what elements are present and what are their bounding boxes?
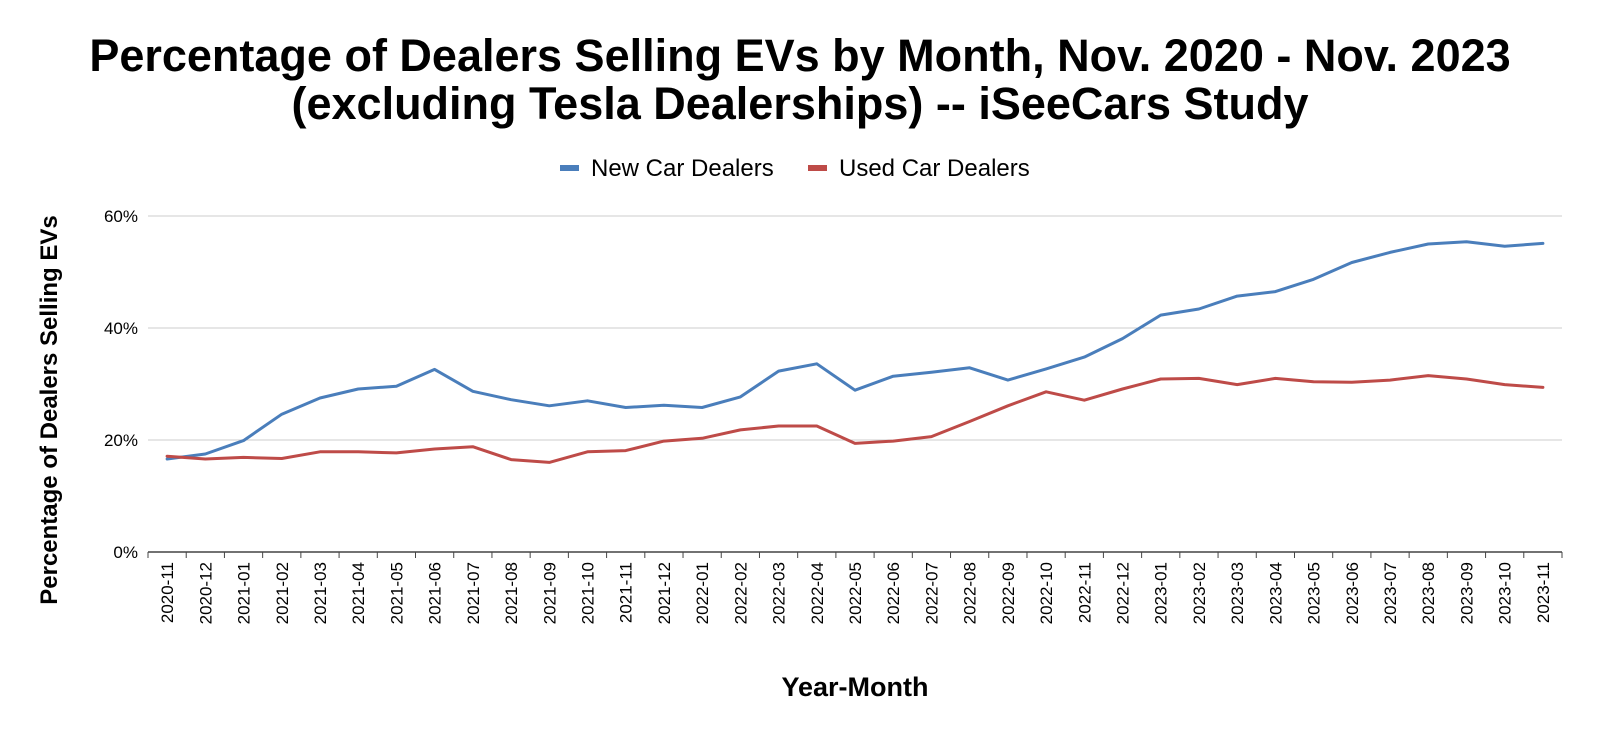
y-tick-label: 20%: [104, 431, 138, 450]
legend-label: New Car Dealers: [591, 155, 774, 182]
series-line-new-car-dealers: [165, 240, 1545, 461]
x-tick-label: 2023-05: [1305, 562, 1324, 624]
series-line-used-car-dealers: [165, 374, 1545, 464]
legend-swatch: [560, 165, 579, 171]
x-tick-label: 2022-03: [770, 562, 789, 624]
y-tick-label: 40%: [104, 319, 138, 338]
x-tick-label: 2023-08: [1419, 562, 1438, 624]
x-tick-label: 2023-10: [1496, 562, 1515, 624]
x-tick-label: 2022-10: [1037, 562, 1056, 624]
x-tick-label: 2020-11: [158, 562, 177, 623]
x-tick-label: 2021-09: [540, 562, 559, 624]
x-tick-label: 2021-08: [502, 562, 521, 624]
x-tick-label: 2021-02: [273, 562, 292, 624]
gridlines: [148, 215, 1562, 553]
x-tick-label: 2021-12: [655, 562, 674, 624]
y-tick-label: 60%: [104, 207, 138, 226]
x-axis-label: Year-Month: [781, 672, 928, 702]
x-tick-label: 2022-09: [999, 562, 1018, 624]
legend: New Car Dealers Used Car Dealers: [560, 155, 1030, 182]
chart-title: Percentage of Dealers Selling EVs by Mon…: [0, 32, 1600, 128]
chart-title-line2: (excluding Tesla Dealerships) -- iSeeCar…: [291, 78, 1309, 129]
x-tick-label: 2022-06: [884, 562, 903, 624]
x-tick-label: 2022-08: [961, 562, 980, 624]
x-tick-label: 2023-06: [1343, 562, 1362, 624]
x-tick-label: 2021-04: [349, 562, 368, 624]
chart-title-line1: Percentage of Dealers Selling EVs by Mon…: [89, 30, 1511, 81]
x-tick-label: 2023-04: [1266, 562, 1285, 624]
x-tick-label: 2022-05: [846, 562, 865, 624]
x-tick-label: 2023-07: [1381, 562, 1400, 624]
x-tick-label: 2023-02: [1190, 562, 1209, 624]
x-tick-label: 2022-11: [1075, 562, 1094, 623]
y-axis-ticks: 0% 20% 40% 60%: [104, 207, 138, 562]
x-tick-label: 2021-11: [617, 562, 636, 623]
x-tick-label: 2023-03: [1228, 562, 1247, 624]
x-axis-ticks: 2020-11 2020-12 2021-01 2021-02 2021-03 2021-…: [147, 552, 1563, 624]
x-tick-label: 2021-06: [426, 562, 445, 624]
x-tick-label: 2023-09: [1457, 562, 1476, 624]
x-tick-label: 2022-02: [731, 562, 750, 624]
x-tick-label: 2021-05: [387, 562, 406, 624]
y-axis-label: Percentage of Dealers Selling EVs: [36, 215, 63, 605]
x-tick-label: 2022-01: [693, 562, 712, 624]
x-tick-label: 2021-07: [464, 562, 483, 624]
x-tick-label: 2022-07: [922, 562, 941, 624]
series-lines: [165, 240, 1545, 464]
x-tick-label: 2022-04: [808, 562, 827, 624]
x-tick-label: 2021-01: [235, 562, 254, 624]
x-tick-label: 2023-11: [1534, 562, 1553, 623]
x-tick-label: 2021-10: [578, 562, 597, 624]
legend-label: Used Car Dealers: [839, 155, 1030, 182]
x-tick-label: 2023-01: [1152, 562, 1171, 624]
x-tick-label: 2020-12: [196, 562, 215, 624]
legend-swatch: [808, 165, 827, 171]
y-tick-label: 0%: [113, 543, 138, 562]
x-tick-label: 2022-12: [1114, 562, 1133, 624]
x-tick-label: 2021-03: [311, 562, 330, 624]
